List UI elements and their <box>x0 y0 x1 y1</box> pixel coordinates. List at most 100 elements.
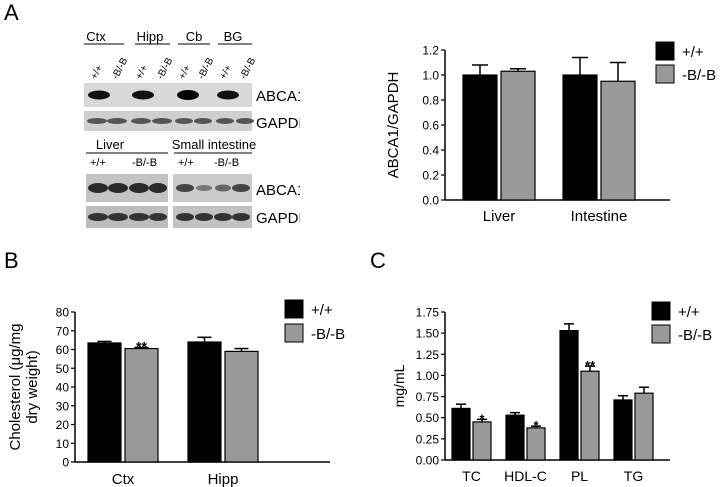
band-intestine-1 <box>176 184 194 192</box>
bar <box>124 347 159 463</box>
chart-abca1: 0.0 0.2 0.4 0.6 0.8 1.0 1.2 ABCA1/GAPDH Liver Int… <box>385 41 716 225</box>
lane-label-bg-wt: +/+ <box>218 63 235 81</box>
western-blot: Ctx Hipp Cb BG +/+ -B/-B +/+ -B/-B +/+ -… <box>84 29 300 228</box>
x-tick-label: TC <box>462 468 481 484</box>
y-tick-label: 0.0 <box>422 194 439 208</box>
y-tick-label: 0.50 <box>416 411 440 425</box>
band-liver-3 <box>129 183 149 193</box>
lane-label-ctx-ko: -B/-B <box>110 56 131 82</box>
x-tick-label: HDL-C <box>504 468 547 484</box>
band-gapdh-8 <box>236 118 254 124</box>
y-tick-label: 50 <box>56 362 70 376</box>
x-tick-label: Hipp <box>208 471 239 487</box>
band-cb-wt <box>177 90 199 100</box>
lane-label-hipp-ko: -B/-B <box>155 56 176 82</box>
y-tick-label: 1.0 <box>422 69 439 83</box>
significance-mark: * <box>533 418 539 433</box>
lane-label-liver-ko: -B/-B <box>132 157 157 169</box>
band-gapdh-3 <box>131 118 151 124</box>
legend-label: -B/-B <box>682 67 716 84</box>
band-gapdh-4 <box>152 118 172 124</box>
y-tick-label: 80 <box>56 306 70 320</box>
group-label-liver: Liver <box>96 137 125 152</box>
band-gapdh-int-1 <box>176 213 194 221</box>
bar <box>600 80 636 201</box>
bar <box>580 370 600 461</box>
legend-swatch <box>284 323 304 343</box>
legend-swatch <box>655 41 675 61</box>
x-tick-label: Intestine <box>571 208 628 225</box>
y-tick-label: 40 <box>56 381 70 395</box>
band-gapdh-int-2 <box>195 213 213 221</box>
y-tick-label: 1.50 <box>416 327 440 341</box>
lane-label-bg-ko: -B/-B <box>238 56 259 82</box>
band-gapdh-1 <box>87 118 107 124</box>
band-liver-4 <box>149 183 167 193</box>
band-intestine-4 <box>232 184 250 192</box>
y-tick-label: 1.25 <box>416 348 440 362</box>
bar <box>562 74 598 201</box>
y-tick-label: 0.6 <box>422 119 439 133</box>
band-gapdh-7 <box>216 118 234 124</box>
band-label-abca1-tissue: ABCA1 <box>256 182 300 199</box>
band-hipp-wt <box>132 90 154 100</box>
band-ctx-wt <box>88 90 110 100</box>
group-label-ctx: Ctx <box>86 29 106 44</box>
bar <box>505 414 525 461</box>
panel-label-a: A <box>4 0 19 25</box>
panel-label-b: B <box>4 248 19 273</box>
y-tick-label: 1.00 <box>416 369 440 383</box>
y-axis-label: Cholesterol (μg/mg <box>7 323 24 450</box>
band-label-gapdh-brain: GAPDH <box>256 115 300 132</box>
y-tick-label: 20 <box>56 418 70 432</box>
bar <box>500 70 536 201</box>
bar <box>462 74 498 201</box>
bar <box>451 407 471 461</box>
band-liver-1 <box>88 183 108 193</box>
y-tick-label: 0 <box>62 456 69 470</box>
band-gapdh-2 <box>107 118 127 124</box>
band-gapdh-liver-1 <box>88 213 108 221</box>
y-tick-label: 1.2 <box>422 44 439 58</box>
group-label-cb: Cb <box>186 29 203 44</box>
y-axis-label: mg/mL <box>391 364 407 407</box>
significance-mark: ** <box>585 358 596 373</box>
bar <box>559 330 579 461</box>
band-gapdh-6 <box>194 118 212 124</box>
y-axis-label: ABCA1/GAPDH <box>385 72 402 179</box>
y-tick-label: 10 <box>56 437 70 451</box>
significance-mark: ** <box>136 338 147 354</box>
band-gapdh-liver-3 <box>129 213 149 221</box>
y-tick-label: 60 <box>56 343 70 357</box>
y-tick-label: 0.4 <box>422 144 439 158</box>
group-label-small-intestine: Small intestine <box>172 137 257 152</box>
lane-label-cb-wt: +/+ <box>177 63 194 81</box>
chart-brain-cholesterol: 0 10 20 30 40 50 60 70 80 Cholesterol (μg/mg dry w… <box>7 299 345 487</box>
band-intestine-2 <box>196 185 212 191</box>
lane-label-intestine-wt: +/+ <box>178 157 194 169</box>
x-tick-label: Ctx <box>112 471 135 487</box>
band-gapdh-liver-4 <box>149 213 167 221</box>
group-label-bg: BG <box>224 29 243 44</box>
legend-swatch <box>655 64 675 84</box>
significance-mark: * <box>479 411 485 426</box>
legend-swatch <box>284 299 304 319</box>
band-gapdh-int-4 <box>232 213 250 221</box>
bar <box>613 399 633 461</box>
y-tick-label: 0.8 <box>422 94 439 108</box>
y-tick-label: 30 <box>56 399 70 413</box>
band-liver-2 <box>108 183 128 193</box>
y-tick-label: 70 <box>56 324 70 338</box>
bar <box>187 341 222 463</box>
y-tick-label: 0.2 <box>422 169 439 183</box>
lane-label-hipp-wt: +/+ <box>134 63 151 81</box>
band-label-gapdh-tissue: GAPDH <box>256 210 300 227</box>
x-tick-label: Liver <box>483 208 516 225</box>
legend-label: +/+ <box>682 44 704 61</box>
x-tick-label: TG <box>624 468 643 484</box>
band-gapdh-int-3 <box>214 213 232 221</box>
y-tick-label: 0.00 <box>416 454 440 468</box>
x-tick-label: PL <box>571 468 588 484</box>
bar <box>526 427 546 461</box>
legend-swatch <box>651 324 671 344</box>
